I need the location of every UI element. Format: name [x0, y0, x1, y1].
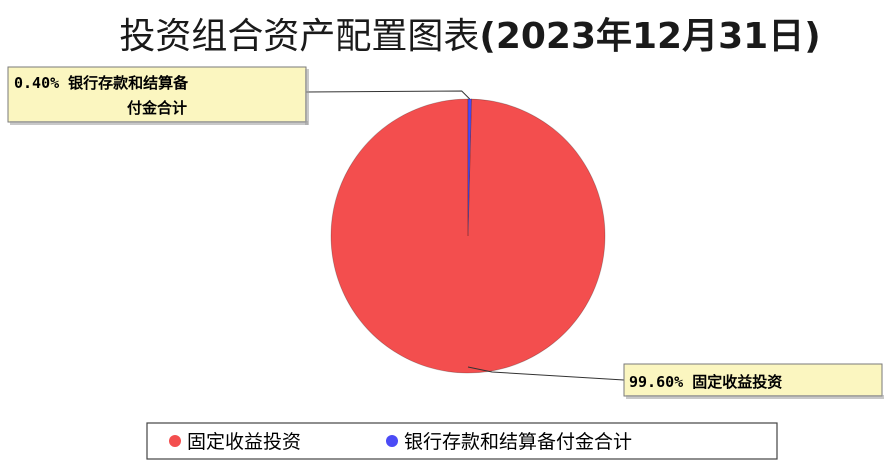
- leader-lines: [305, 90, 625, 381]
- legend-swatch-fixed-income: [169, 435, 181, 447]
- legend-label-bank-deposits: 银行存款和结算备付金合计: [404, 431, 632, 453]
- callout-large-line-1: 99.60% 固定收益投资: [629, 373, 782, 391]
- chart-title-date: (2023年12月31日): [479, 16, 820, 57]
- chart-title: 投资组合资产配置图表(2023年12月31日): [119, 16, 820, 57]
- callout-box-large: [623, 363, 883, 397]
- pie-slices: [330, 98, 606, 374]
- callout-small-slice: 0.40% 银行存款和结算备 付金合计: [7, 66, 309, 125]
- callout-small-line-1: 0.40% 银行存款和结算备: [14, 74, 189, 92]
- callout-shadow-small: [10, 121, 308, 125]
- legend: 固定收益投资 银行存款和结算备付金合计: [146, 422, 778, 460]
- legend-swatch-bank-deposits: [386, 435, 398, 447]
- legend-box: [146, 422, 778, 460]
- callout-small-line-2: 付金合计: [127, 99, 187, 117]
- chart-title-main: 投资组合资产配置图表: [119, 16, 479, 57]
- leader-line-fixed-income: [467, 366, 625, 381]
- leader-line-bank-deposits: [305, 90, 471, 100]
- pie-slice-bank-deposits: [467, 98, 472, 237]
- callout-shadow-large: [626, 395, 884, 399]
- callout-shadow-small-side: [305, 69, 309, 125]
- pie-slice-fixed-income: [330, 98, 606, 374]
- callout-large-slice: 99.60% 固定收益投资: [623, 363, 884, 399]
- legend-label-fixed-income: 固定收益投资: [187, 431, 301, 453]
